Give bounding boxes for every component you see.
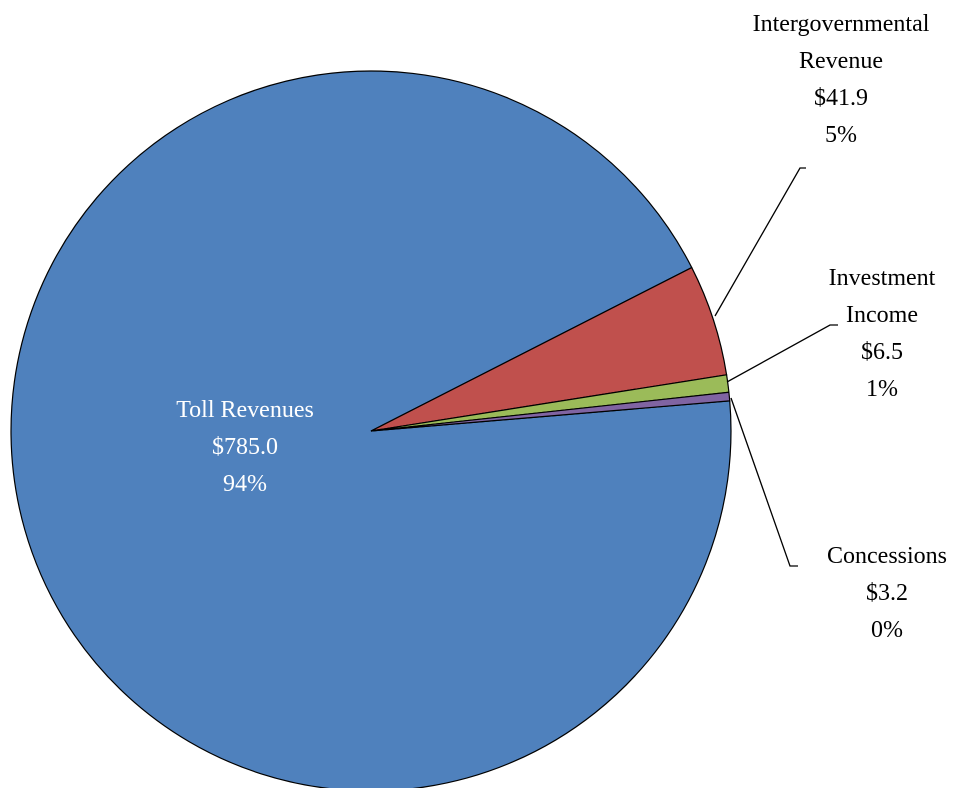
slice-label: Concessions $3.2 0% [802, 538, 972, 649]
category-label: Investment Income [828, 265, 936, 328]
pie-slice [370, 391, 731, 432]
value-label: $3.2 [866, 580, 908, 606]
leader-line [726, 324, 838, 383]
percent-label: 94% [223, 471, 267, 497]
slice-label: Intergovernmental Revenue $41.9 5% [716, 6, 966, 154]
percent-label: 5% [825, 122, 857, 148]
percent-label: 1% [866, 376, 898, 402]
category-label: Intergovernmental Revenue [752, 11, 930, 74]
slices [10, 70, 732, 788]
category-label: Toll Revenues [176, 397, 314, 423]
slice-label: Toll Revenues $785.0 94% [110, 392, 380, 503]
category-label: Concessions [827, 543, 947, 569]
leader-line [730, 397, 798, 567]
leader-line [714, 167, 806, 317]
slice-label: Investment Income $6.5 1% [812, 260, 952, 408]
value-label: $41.9 [814, 85, 868, 111]
value-label: $6.5 [861, 339, 903, 365]
percent-label: 0% [871, 617, 903, 643]
pie-slice [10, 70, 732, 788]
value-label: $785.0 [212, 434, 278, 460]
